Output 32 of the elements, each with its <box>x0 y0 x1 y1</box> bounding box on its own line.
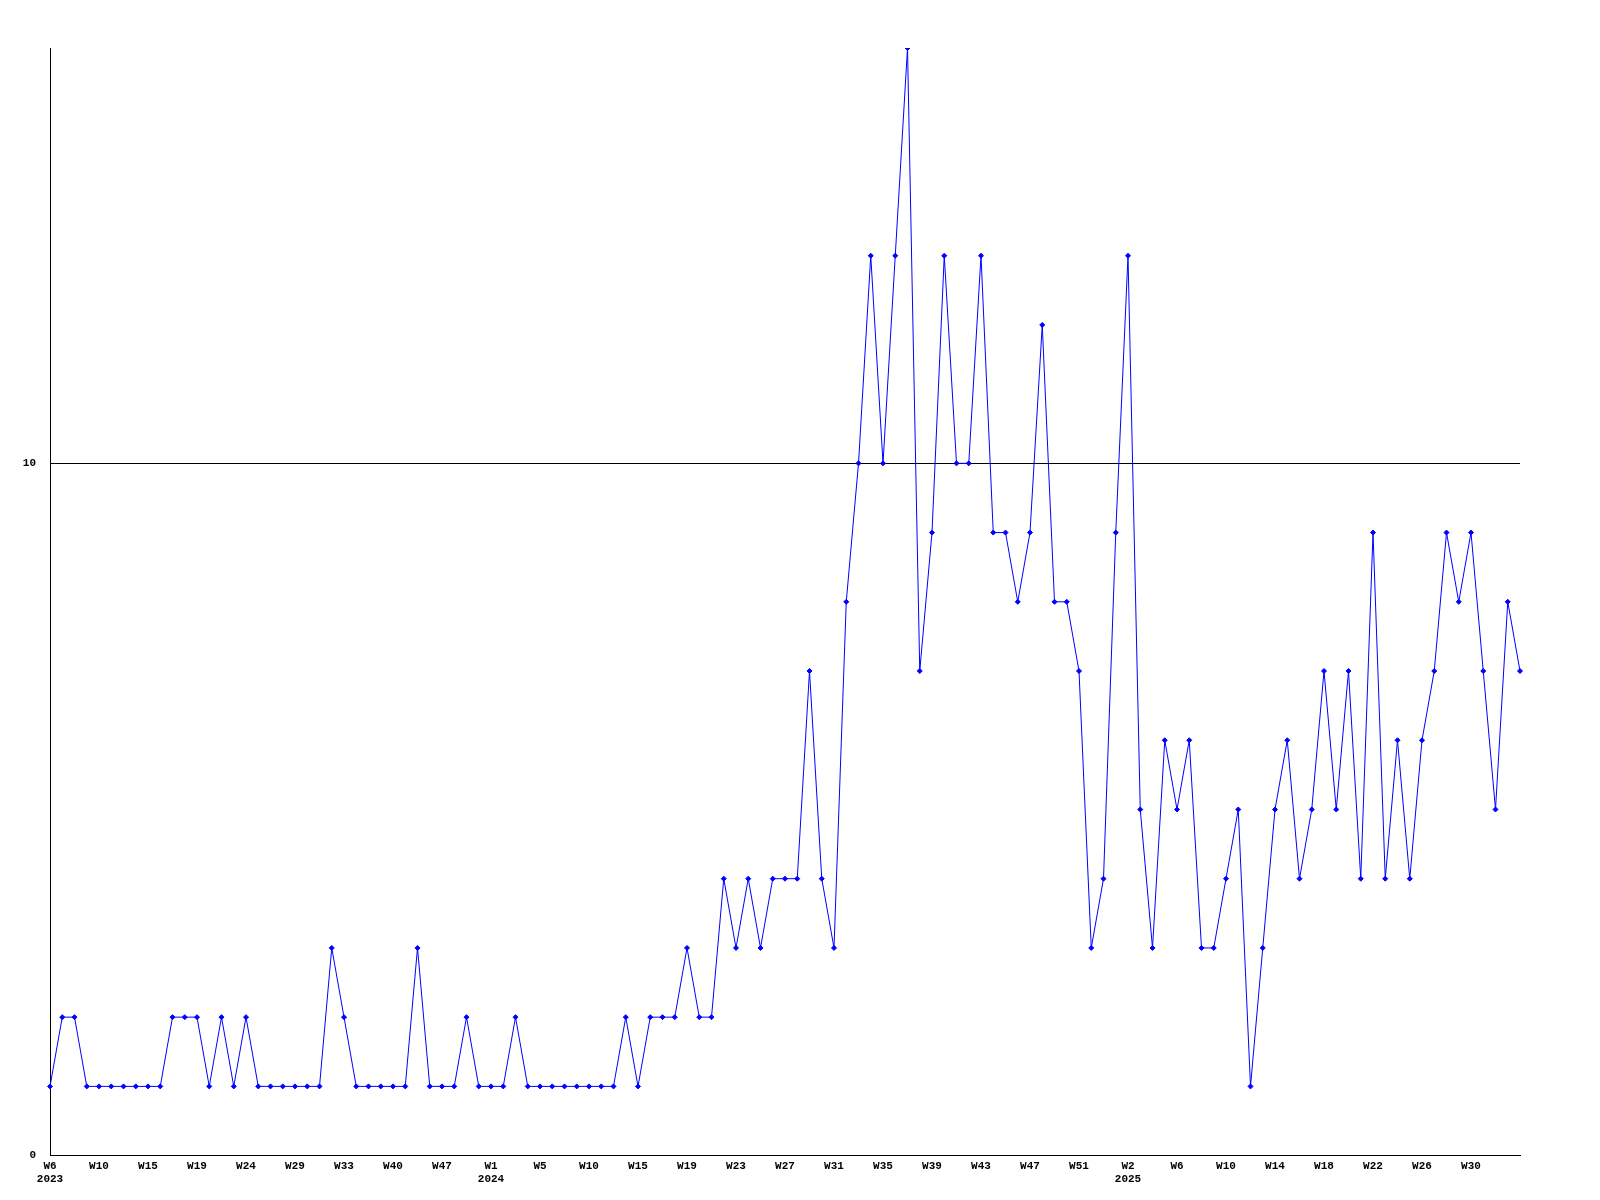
x-tick-label: W10 <box>89 1159 109 1172</box>
x-tick-label: W15 <box>628 1159 649 1172</box>
x-tick-label: W51 <box>1069 1159 1090 1172</box>
x-tick-label: W27 <box>775 1159 795 1172</box>
x-tick-label: W47 <box>1020 1159 1040 1172</box>
x-tick-label: W39 <box>922 1159 942 1172</box>
x-tick-label: W6 <box>1170 1159 1184 1172</box>
x-tick-label: W47 <box>432 1159 452 1172</box>
x-tick-label: W35 <box>873 1159 894 1172</box>
x-tick-label: W30 <box>1461 1159 1481 1172</box>
x-tick-label: W40 <box>383 1159 403 1172</box>
y-tick-label: 0 <box>29 1149 36 1162</box>
x-tick-label: W14 <box>1265 1159 1286 1172</box>
x-tick-label: W10 <box>1216 1159 1236 1172</box>
x-tick-label: W29 <box>285 1159 305 1172</box>
x-tick-label: W6 2023 <box>36 1159 64 1186</box>
x-tick-label: W24 <box>236 1159 257 1172</box>
x-tick-label: W31 <box>824 1159 845 1172</box>
x-tick-label: W1 2024 <box>477 1159 505 1186</box>
x-tick-label: W18 <box>1314 1159 1335 1172</box>
x-tick-label: W22 <box>1363 1159 1383 1172</box>
x-tick-label: W26 <box>1412 1159 1432 1172</box>
x-tick-label: W15 <box>138 1159 159 1172</box>
x-tick-label: W43 <box>971 1159 992 1172</box>
x-tick-label: W5 <box>533 1159 547 1172</box>
y-tick-label: 10 <box>22 457 36 470</box>
x-tick-label: W19 <box>187 1159 207 1172</box>
x-tick-label: W33 <box>334 1159 355 1172</box>
x-tick-label: W10 <box>579 1159 599 1172</box>
x-tick-label: W23 <box>726 1159 747 1172</box>
x-tick-label: W2 2025 <box>1114 1159 1142 1186</box>
x-tick-label: W19 <box>677 1159 697 1172</box>
